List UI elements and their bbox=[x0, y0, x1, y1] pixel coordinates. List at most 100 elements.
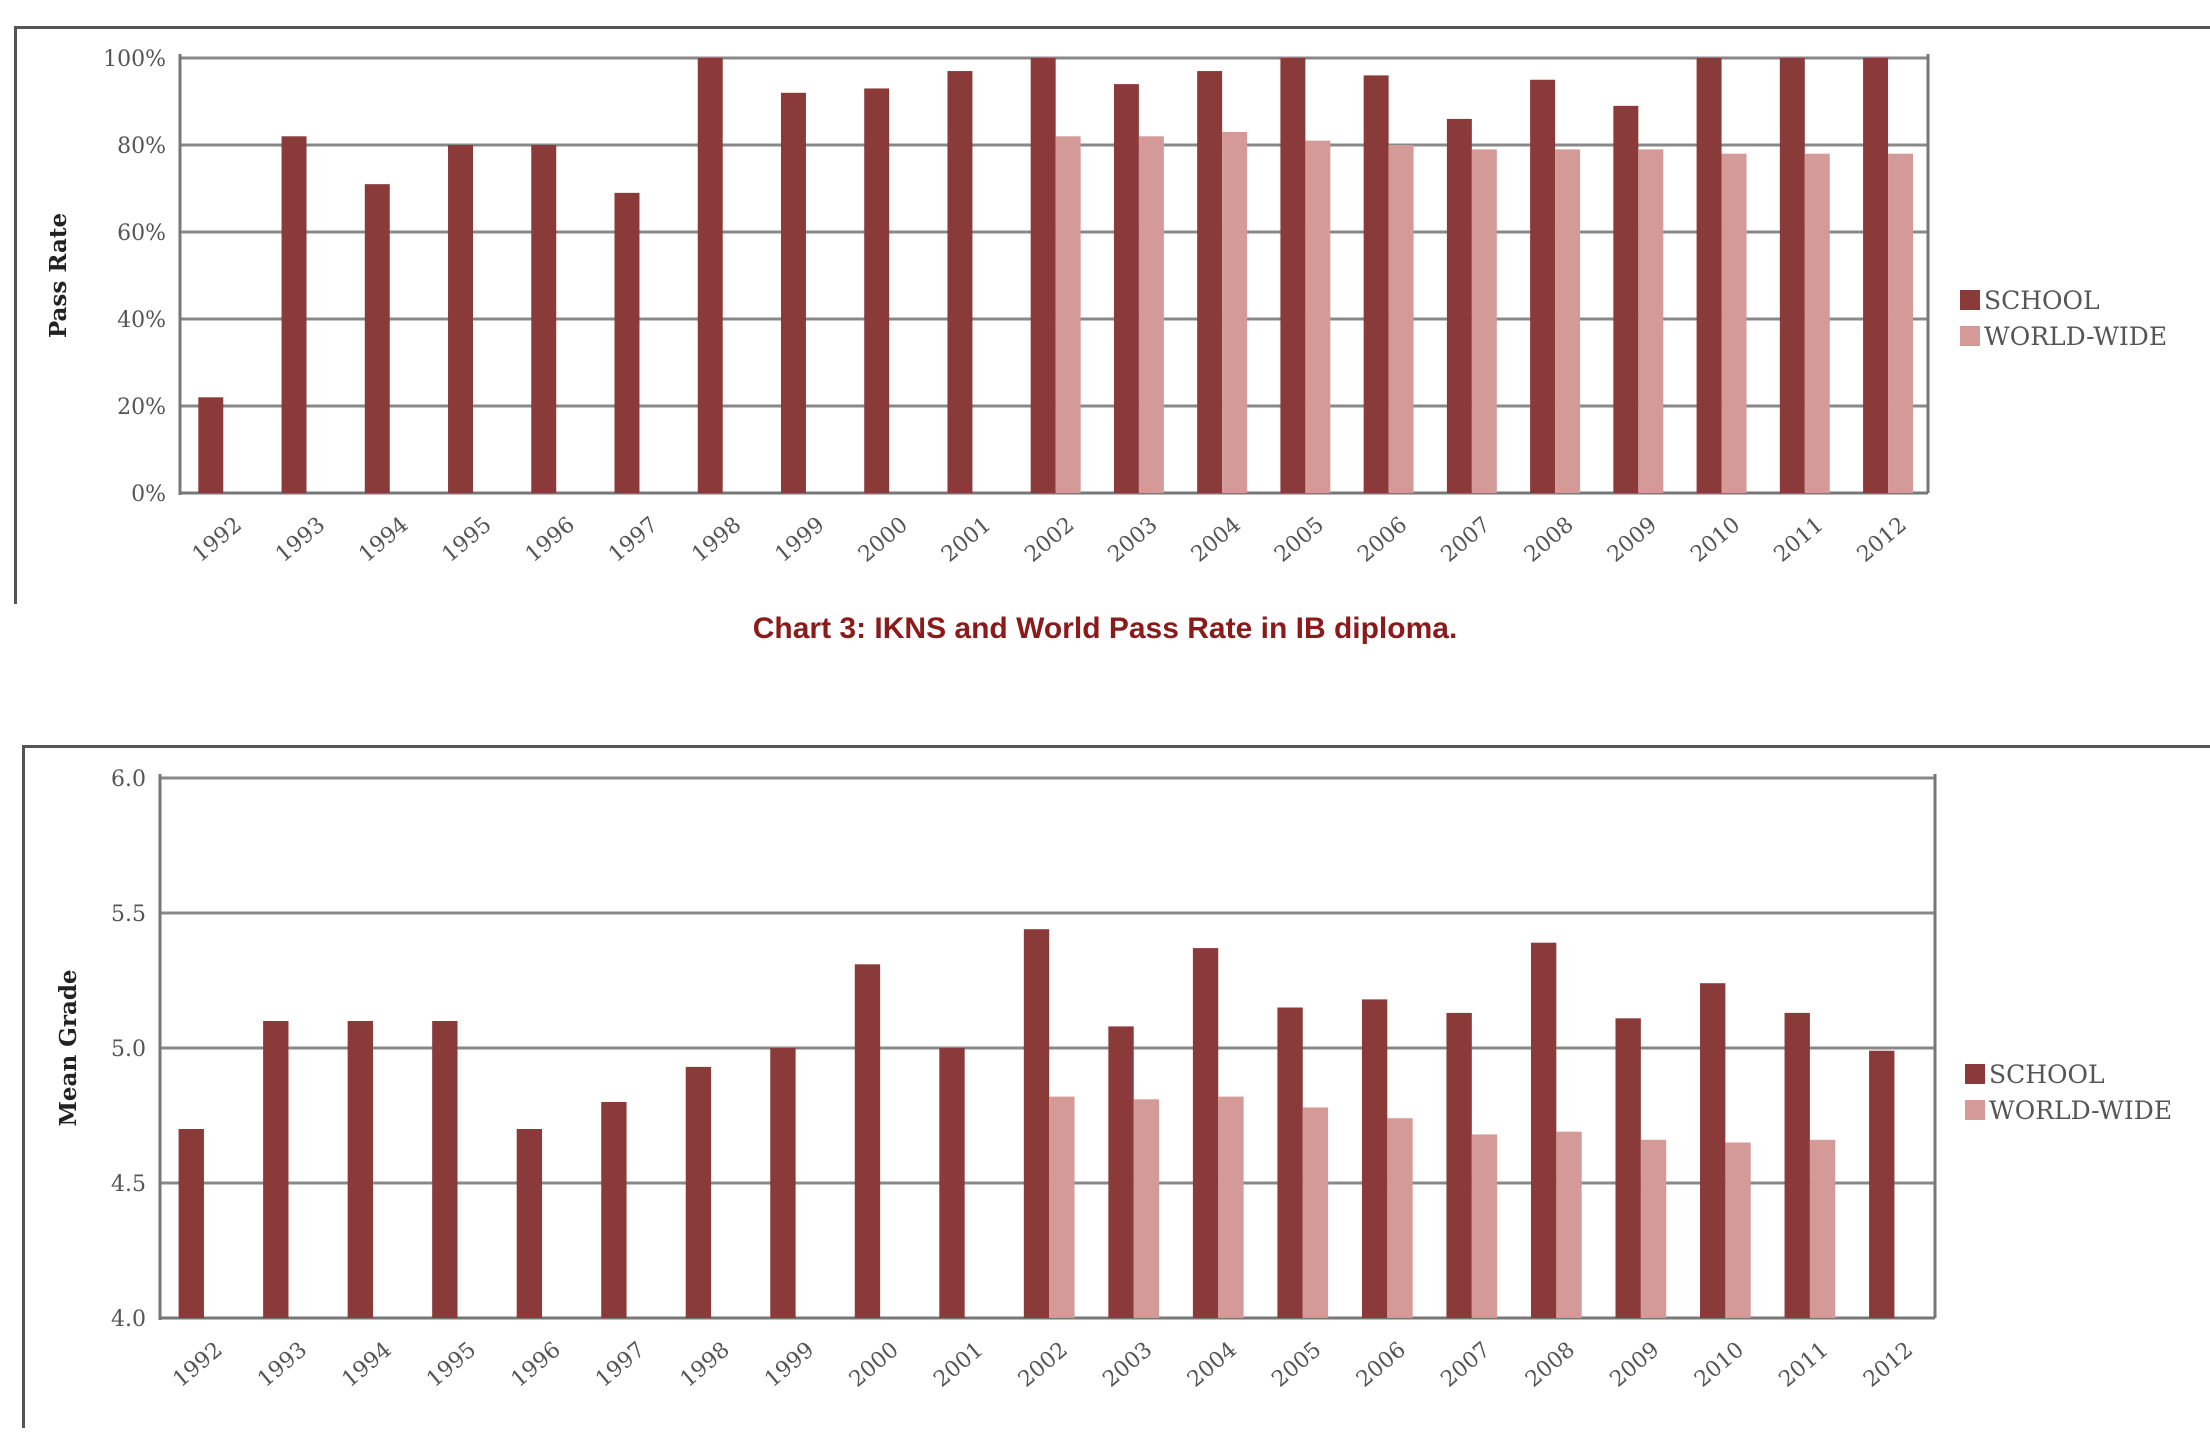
x-tick-label: 1992 bbox=[169, 1337, 228, 1392]
bar-school-1998 bbox=[697, 58, 723, 493]
y-tick-label: 5.0 bbox=[111, 1037, 146, 1062]
x-tick-label: 2003 bbox=[1098, 1337, 1157, 1392]
bar-world-2005 bbox=[1305, 140, 1331, 493]
bar-world-2010 bbox=[1721, 153, 1747, 493]
x-tick-label: 1993 bbox=[253, 1337, 312, 1392]
y-tick-label: 60% bbox=[117, 221, 166, 246]
bar-world-2011 bbox=[1809, 1139, 1836, 1318]
bar-world-2005 bbox=[1302, 1107, 1329, 1318]
bar-world-2009 bbox=[1638, 149, 1664, 493]
x-tick-label: 2012 bbox=[1859, 1337, 1918, 1392]
y-tick-label: 5.5 bbox=[111, 902, 146, 927]
bar-school-2000 bbox=[864, 88, 890, 493]
bar-world-2004 bbox=[1218, 1096, 1244, 1318]
bar-world-2006 bbox=[1388, 145, 1414, 493]
y-tick-label: 40% bbox=[117, 308, 166, 333]
bar-world-2008 bbox=[1556, 1131, 1582, 1318]
y-tick-label: 0% bbox=[131, 482, 166, 507]
y-axis-label: Mean Grade bbox=[55, 969, 82, 1126]
legend-swatch-world bbox=[1965, 1100, 1985, 1120]
x-tick-label: 2007 bbox=[1436, 1337, 1495, 1392]
bar-school-2010 bbox=[1696, 58, 1722, 493]
bar-school-2008 bbox=[1530, 79, 1556, 493]
y-tick-label: 20% bbox=[117, 395, 166, 420]
bar-school-1994 bbox=[347, 1021, 373, 1318]
legend-label-world: WORLD-WIDE bbox=[1984, 322, 2167, 351]
bar-school-2003 bbox=[1108, 1026, 1134, 1318]
bar-school-1997 bbox=[601, 1102, 627, 1318]
bar-school-2002 bbox=[1023, 929, 1050, 1318]
bar-school-2012 bbox=[1863, 58, 1889, 493]
x-tick-label: 1998 bbox=[676, 1337, 735, 1392]
bar-world-2006 bbox=[1387, 1118, 1413, 1318]
bar-school-1998 bbox=[685, 1066, 712, 1318]
legend-swatch-world bbox=[1960, 326, 1980, 346]
legend-swatch-school bbox=[1965, 1064, 1985, 1084]
bar-school-2011 bbox=[1779, 58, 1805, 493]
bar-school-2005 bbox=[1277, 1007, 1303, 1318]
bar-school-1993 bbox=[263, 1021, 289, 1318]
x-tick-label: 2008 bbox=[1521, 1337, 1580, 1392]
bar-world-2007 bbox=[1471, 1134, 1498, 1318]
bar-world-2012 bbox=[1888, 153, 1914, 493]
bar-world-2002 bbox=[1049, 1096, 1075, 1318]
bar-world-2008 bbox=[1555, 149, 1581, 493]
bar-school-2007 bbox=[1446, 118, 1472, 494]
x-tick-label: 1994 bbox=[338, 1337, 397, 1392]
bar-school-2001 bbox=[947, 71, 973, 494]
bar-school-2008 bbox=[1530, 942, 1557, 1318]
bar-school-2006 bbox=[1363, 75, 1389, 494]
bar-world-2009 bbox=[1640, 1139, 1667, 1318]
bar-school-2004 bbox=[1192, 948, 1219, 1318]
bar-school-1995 bbox=[448, 145, 473, 493]
x-tick-label: 2006 bbox=[1352, 1337, 1411, 1392]
x-tick-label: 1995 bbox=[422, 1337, 481, 1392]
chart-frame-pass-rate bbox=[14, 26, 2210, 604]
bar-school-2006 bbox=[1361, 999, 1388, 1318]
legend-swatch-school bbox=[1960, 290, 1980, 310]
bar-school-1992 bbox=[198, 397, 224, 493]
bar-school-1997 bbox=[614, 192, 640, 493]
legend-label-world: WORLD-WIDE bbox=[1989, 1096, 2172, 1125]
bar-school-1999 bbox=[770, 1048, 796, 1318]
y-tick-label: 80% bbox=[117, 134, 166, 159]
x-tick-label: 2004 bbox=[1183, 1337, 1242, 1392]
y-tick-label: 4.5 bbox=[111, 1172, 146, 1197]
y-tick-label: 4.0 bbox=[111, 1307, 146, 1332]
x-tick-label: 1997 bbox=[591, 1337, 650, 1392]
y-tick-label: 6.0 bbox=[111, 767, 146, 792]
x-tick-label: 2000 bbox=[845, 1337, 904, 1392]
legend-label-school: SCHOOL bbox=[1984, 286, 2100, 315]
bar-school-1999 bbox=[780, 92, 806, 494]
bar-school-2002 bbox=[1030, 58, 1056, 493]
bar-school-1996 bbox=[531, 145, 557, 493]
y-axis-label: Pass Rate bbox=[45, 213, 72, 338]
chart-caption: Chart 3: IKNS and World Pass Rate in IB … bbox=[752, 612, 1458, 645]
bar-world-2002 bbox=[1055, 136, 1081, 494]
x-tick-label: 2001 bbox=[929, 1337, 988, 1392]
bar-world-2010 bbox=[1725, 1142, 1751, 1318]
bar-school-2009 bbox=[1615, 1018, 1641, 1318]
x-tick-label: 1996 bbox=[507, 1337, 566, 1392]
bar-school-2001 bbox=[939, 1048, 965, 1318]
bar-school-2009 bbox=[1613, 105, 1639, 493]
bar-world-2004 bbox=[1222, 131, 1248, 493]
bar-school-1994 bbox=[364, 184, 390, 493]
bar-school-1995 bbox=[432, 1021, 458, 1318]
x-tick-label: 2005 bbox=[1267, 1337, 1326, 1392]
bar-school-2000 bbox=[854, 964, 881, 1318]
x-tick-label: 2010 bbox=[1690, 1337, 1749, 1392]
chart-frame-mean-grade bbox=[22, 745, 2210, 1428]
bar-world-2011 bbox=[1804, 153, 1830, 493]
x-tick-label: 2009 bbox=[1606, 1337, 1665, 1392]
bar-school-2012 bbox=[1869, 1050, 1895, 1318]
bar-school-2011 bbox=[1784, 1012, 1810, 1318]
bar-school-2003 bbox=[1113, 84, 1139, 493]
bar-world-2007 bbox=[1471, 149, 1497, 493]
x-tick-label: 2011 bbox=[1775, 1337, 1834, 1392]
x-tick-label: 1999 bbox=[760, 1337, 819, 1392]
legend-label-school: SCHOOL bbox=[1989, 1060, 2105, 1089]
bar-school-1992 bbox=[178, 1129, 204, 1318]
bar-school-2010 bbox=[1700, 983, 1726, 1318]
